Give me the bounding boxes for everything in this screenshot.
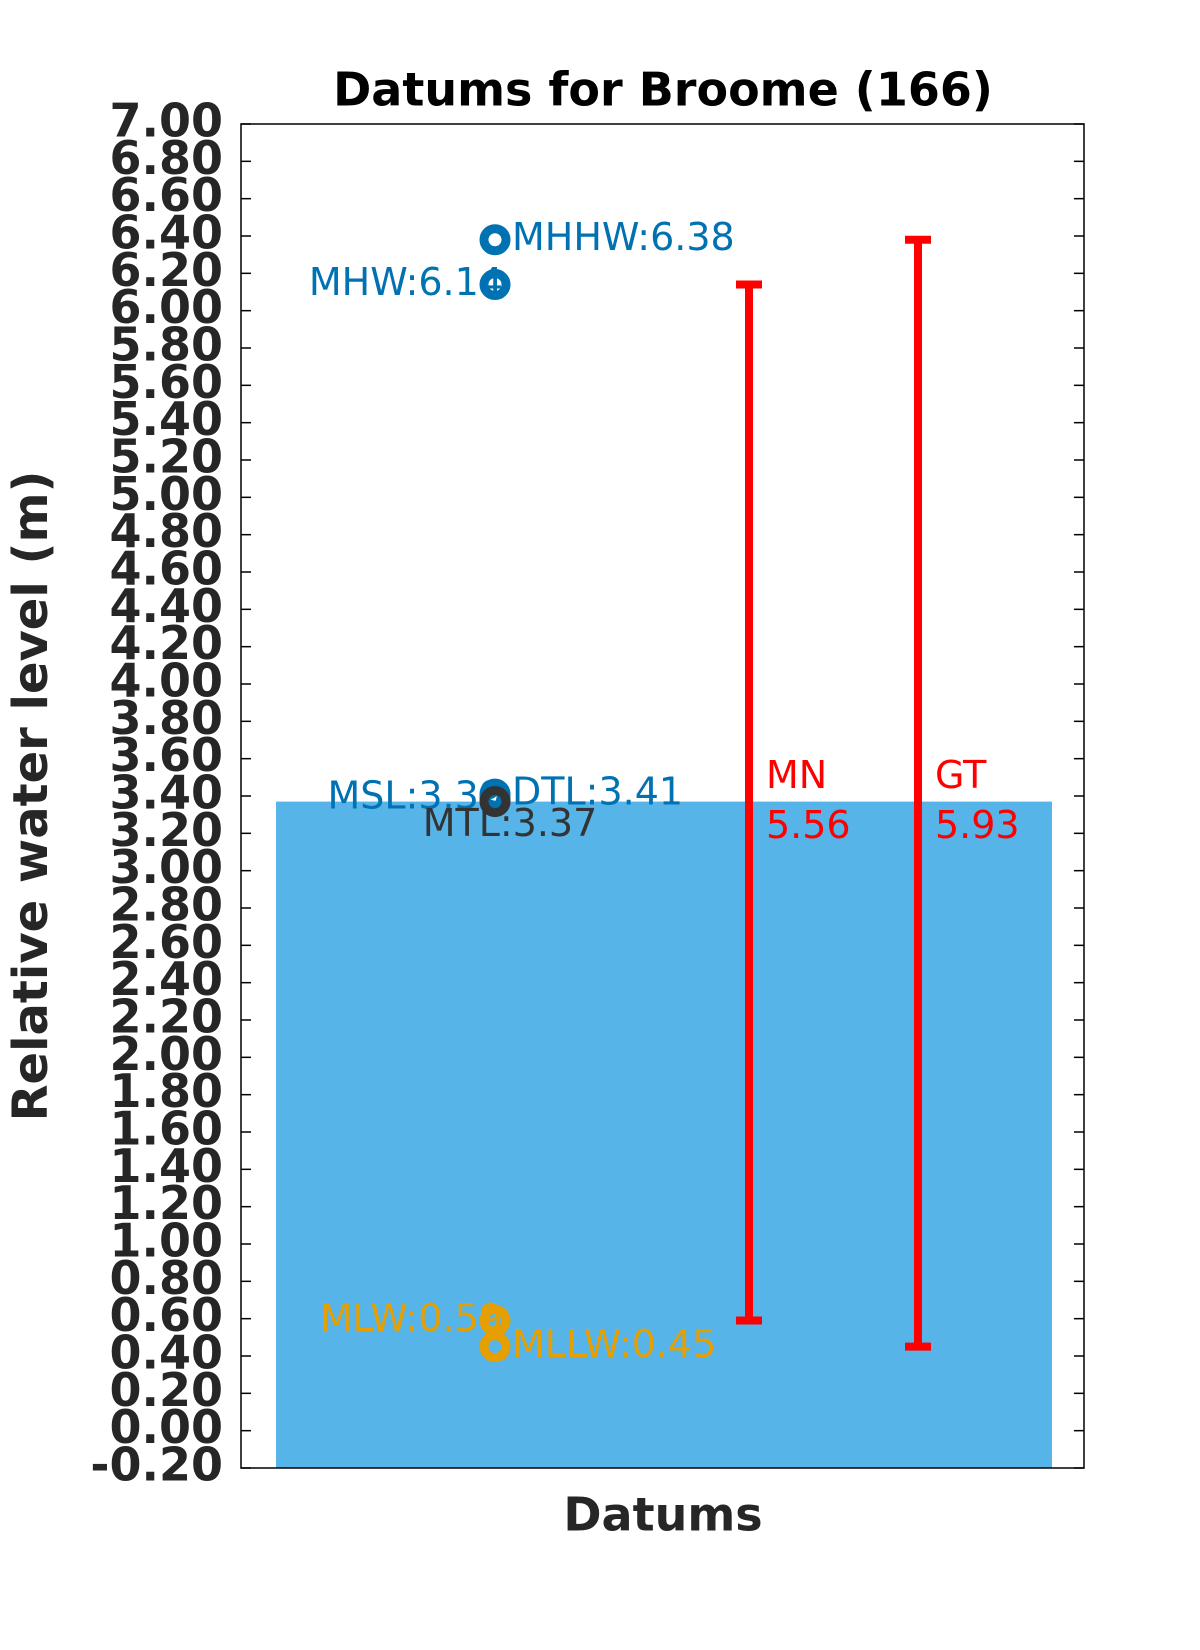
datum-label: MHW:6.14 <box>309 260 503 304</box>
datum-label: MLLW:0.45 <box>512 1322 716 1366</box>
datum-point <box>479 786 511 818</box>
y-tick-label: 7.00 <box>110 94 224 148</box>
y-tick-label: 2.20 <box>110 990 224 1044</box>
y-tick-label: 4.60 <box>110 542 224 596</box>
y-tick-label: 6.80 <box>110 131 224 185</box>
y-tick-label: 2.00 <box>110 1027 224 1081</box>
y-tick-label: 3.00 <box>110 840 224 894</box>
y-tick-label: 5.00 <box>110 467 224 521</box>
y-tick-label: 2.40 <box>110 952 224 1006</box>
datum-label: MLW:0.59 <box>320 1296 503 1340</box>
y-tick-label: 6.40 <box>110 206 224 260</box>
datum-point <box>479 1331 511 1363</box>
y-tick-label: 5.60 <box>110 355 224 409</box>
chart-title: Datums for Broome (166) <box>333 63 993 117</box>
y-tick-label: 5.20 <box>110 430 224 484</box>
y-tick-label: 1.60 <box>110 1102 224 1156</box>
datum-point <box>479 269 511 301</box>
y-tick-label: 3.20 <box>110 803 224 857</box>
bar <box>276 801 1052 1468</box>
x-axis-label: Datums <box>563 1488 762 1542</box>
datum-label: DTL:3.41 <box>512 770 683 814</box>
y-tick-label: 3.60 <box>110 728 224 782</box>
datum-label: MTL:3.37 <box>423 801 598 845</box>
y-tick-label: 6.60 <box>110 168 224 222</box>
range-bar <box>736 280 762 1325</box>
y-tick-label: -0.20 <box>90 1438 223 1492</box>
plot-frame <box>240 123 1085 1469</box>
datum-label: MHHW:6.38 <box>512 215 735 259</box>
y-tick-label: 6.00 <box>110 280 224 334</box>
range-name: GT <box>935 753 987 797</box>
y-tick-label: 0.40 <box>110 1326 224 1380</box>
y-tick-label: 3.80 <box>110 691 224 745</box>
range-bar <box>905 235 931 1351</box>
range-value: 5.56 <box>766 803 851 847</box>
y-tick-label: 0.00 <box>110 1400 224 1454</box>
range-value: 5.93 <box>935 803 1020 847</box>
y-tick-label: 1.40 <box>110 1139 224 1193</box>
y-tick-label: 1.20 <box>110 1176 224 1230</box>
range-name: MN <box>766 753 827 797</box>
y-tick-label: 4.80 <box>110 504 224 558</box>
y-tick-label: 0.20 <box>110 1363 224 1417</box>
datum-point <box>479 224 511 256</box>
y-tick-label: 2.60 <box>110 915 224 969</box>
y-tick-label: 3.40 <box>110 766 224 820</box>
y-tick-label: 5.80 <box>110 318 224 372</box>
datum-label: MSL:3.39 <box>328 773 504 817</box>
y-tick-label: 4.00 <box>110 654 224 708</box>
y-tick-label: 1.80 <box>110 1064 224 1118</box>
y-tick-label: 6.20 <box>110 243 224 297</box>
y-axis-label: Relative water level (m) <box>3 471 59 1122</box>
y-tick-label: 1.00 <box>110 1214 224 1268</box>
y-tick-label: 2.80 <box>110 878 224 932</box>
y-tick-label: 4.20 <box>110 616 224 670</box>
y-tick-label: 0.60 <box>110 1288 224 1342</box>
y-tick-label: 0.80 <box>110 1251 224 1305</box>
y-tick-label: 4.40 <box>110 579 224 633</box>
y-tick-label: 5.40 <box>110 392 224 446</box>
